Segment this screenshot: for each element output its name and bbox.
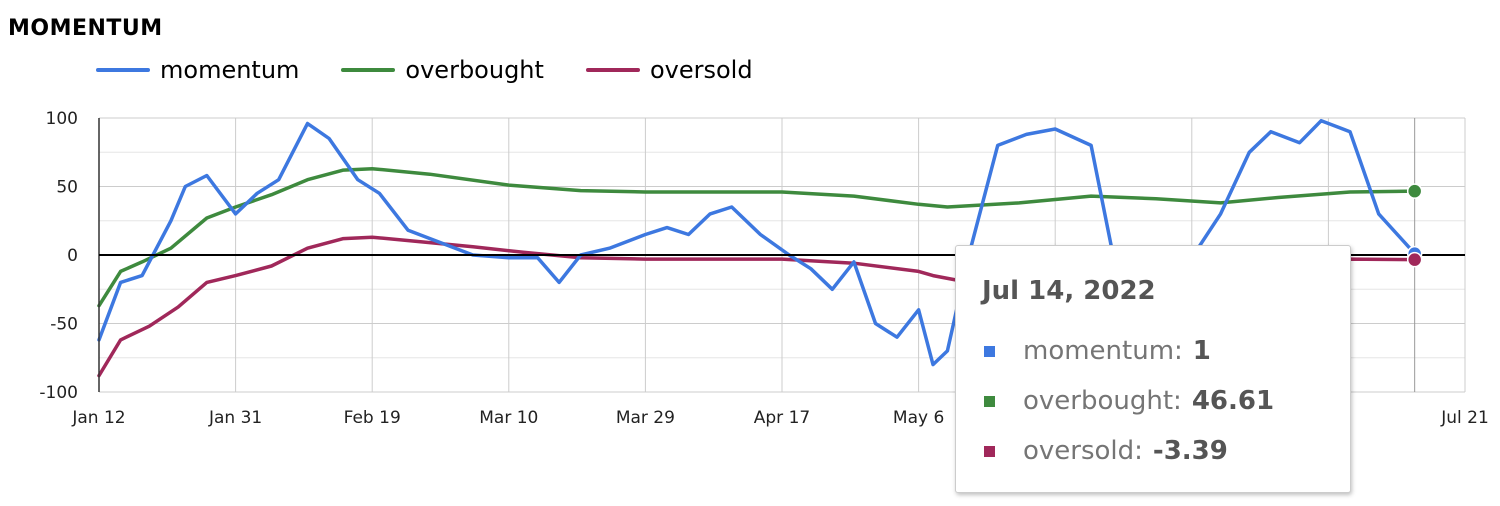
x-tick-label: Jan 12: [71, 408, 125, 428]
legend-swatch-momentum: [96, 68, 150, 72]
legend: momentum overbought oversold: [96, 56, 795, 84]
x-tick-label: May 6: [893, 408, 944, 428]
tooltip-swatch: [984, 345, 995, 357]
tooltip-label: oversold:: [1023, 436, 1143, 466]
y-tick-label: -100: [39, 383, 78, 403]
legend-label-momentum: momentum: [160, 56, 300, 84]
hover-point-oversold: [1406, 251, 1423, 268]
y-tick-label: -50: [50, 315, 78, 335]
legend-item-oversold[interactable]: oversold: [585, 56, 753, 84]
tooltip-value: -3.39: [1152, 436, 1228, 466]
x-tick-label: Apr 17: [754, 408, 810, 428]
x-tick-label: Jul 21: [1440, 408, 1489, 428]
tooltip-value: 46.61: [1191, 386, 1275, 416]
tooltip-row-momentum: momentum: 1: [984, 336, 1211, 366]
y-tick-label: 0: [67, 246, 78, 266]
legend-swatch-overbought: [341, 68, 396, 72]
legend-swatch-oversold: [585, 68, 640, 72]
tooltip-swatch: [984, 445, 995, 457]
x-tick-label: Feb 19: [344, 408, 401, 428]
x-tick-label: Jan 31: [208, 408, 262, 428]
y-tick-label: 100: [46, 109, 78, 129]
tooltip-row-overbought: overbought: 46.61: [984, 386, 1274, 416]
legend-label-oversold: oversold: [649, 56, 753, 84]
x-tick-label: Mar 29: [616, 408, 675, 428]
tooltip-row-oversold: oversold: -3.39: [984, 436, 1228, 466]
x-tick-label: Mar 10: [479, 408, 538, 428]
chart-title: MOMENTUM: [8, 16, 163, 41]
tooltip: Jul 14, 2022 momentum: 1 overbought: 46.…: [955, 245, 1351, 493]
legend-item-momentum[interactable]: momentum: [96, 56, 299, 84]
tooltip-value: 1: [1192, 336, 1211, 366]
tooltip-swatch: [984, 395, 995, 407]
tooltip-label: overbought:: [1023, 386, 1182, 416]
legend-label-overbought: overbought: [405, 56, 544, 84]
y-tick-label: 50: [56, 178, 78, 198]
tooltip-date: Jul 14, 2022: [982, 276, 1156, 306]
legend-item-overbought[interactable]: overbought: [341, 56, 544, 84]
hover-points: [1406, 118, 1423, 392]
hover-point-overbought: [1406, 183, 1423, 199]
tooltip-label: momentum:: [1023, 336, 1183, 366]
series-line-overbought: [97, 166, 1417, 308]
